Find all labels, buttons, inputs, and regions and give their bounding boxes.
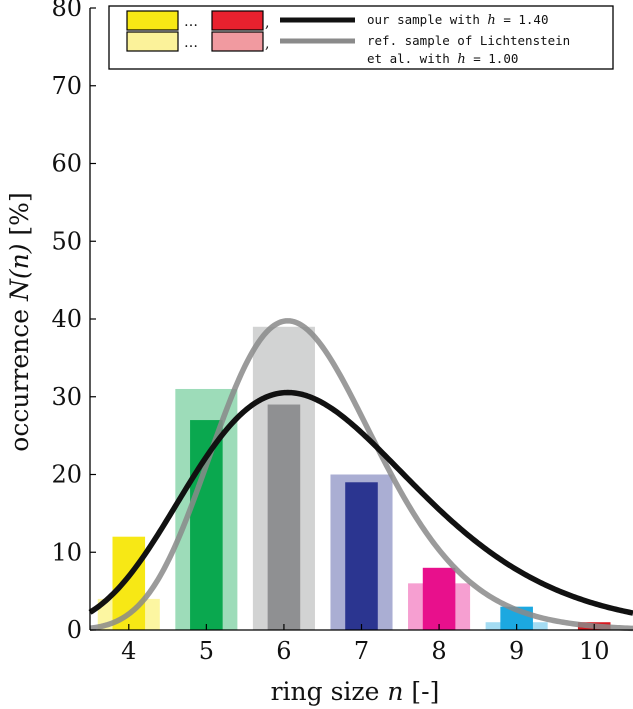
curves-layer: [88, 318, 633, 632]
bar-ours-n7: [345, 482, 378, 630]
y-tick-label-10: 10: [51, 538, 82, 566]
x-tick-label-5: 5: [199, 637, 214, 665]
y-tick-label-40: 40: [51, 305, 82, 333]
legend-label-ref-sample-line2: et al. with h = 1.00: [367, 51, 518, 67]
legend-comma-1: ,: [265, 15, 269, 31]
y-axis-label: occurrence N(n) [%]: [5, 192, 34, 451]
bar-ours-n6: [267, 404, 301, 630]
y-tick-label-30: 30: [51, 383, 82, 411]
y-tick-label-80: 80: [51, 0, 82, 22]
x-tick-label-7: 7: [354, 637, 369, 665]
y-tick-label-60: 60: [51, 150, 82, 178]
curve-our-sample: [88, 389, 633, 616]
legend-swatch-yellow: [126, 10, 179, 31]
x-tick-label-6: 6: [276, 637, 291, 665]
x-axis-label: ring size n [-]: [271, 677, 440, 706]
legend-ellipsis-1: …: [184, 14, 198, 30]
y-tick-label-20: 20: [51, 461, 82, 489]
y-tick-label-70: 70: [51, 72, 82, 100]
y-tick-label-0: 0: [67, 616, 82, 644]
bars-layer: [97, 326, 611, 630]
x-tick-label-9: 9: [509, 637, 524, 665]
legend-label-ref-sample-line1: ref. sample of Lichtenstein: [367, 33, 570, 48]
legend-comma-2: ,: [265, 36, 269, 52]
legend-swatch-red: [211, 10, 264, 31]
legend-box: [108, 5, 614, 70]
legend-swatch-light-red: [211, 31, 264, 52]
x-tick-label-8: 8: [431, 637, 446, 665]
bar-ours-n8: [422, 567, 456, 630]
legend-ellipsis-2: …: [184, 35, 198, 51]
legend-swatch-light-yellow: [126, 31, 179, 52]
curve-ref-sample: [89, 318, 633, 632]
legend: … , our sample with h = 1.40 … , ref. sa…: [108, 5, 614, 70]
bar-ours-n5: [190, 420, 223, 630]
legend-label-our-sample: our sample with h = 1.40: [367, 12, 548, 28]
ticks-layer: 0 10 20 30 40 50 60 70 80 4 5 6 7 8 9 10: [51, 0, 609, 665]
y-tick-label-50: 50: [51, 227, 82, 255]
x-tick-label-10: 10: [579, 637, 610, 665]
x-tick-label-4: 4: [121, 637, 136, 665]
